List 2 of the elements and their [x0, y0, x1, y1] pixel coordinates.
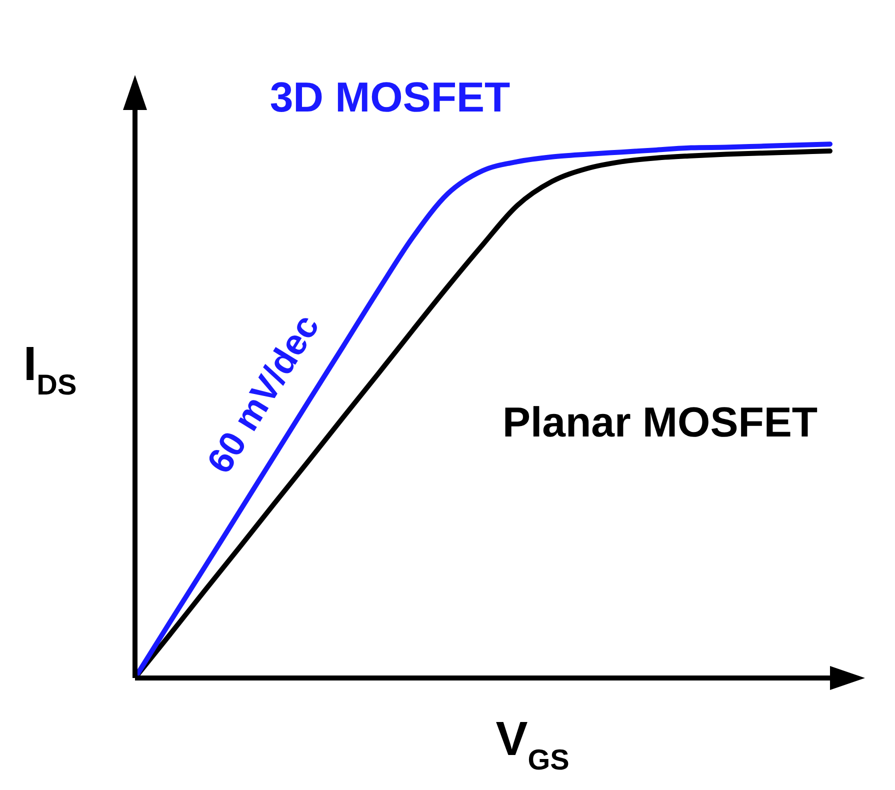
text: Planar MOSFET: [502, 398, 818, 446]
series-label: 3D MOSFET: [270, 74, 511, 121]
